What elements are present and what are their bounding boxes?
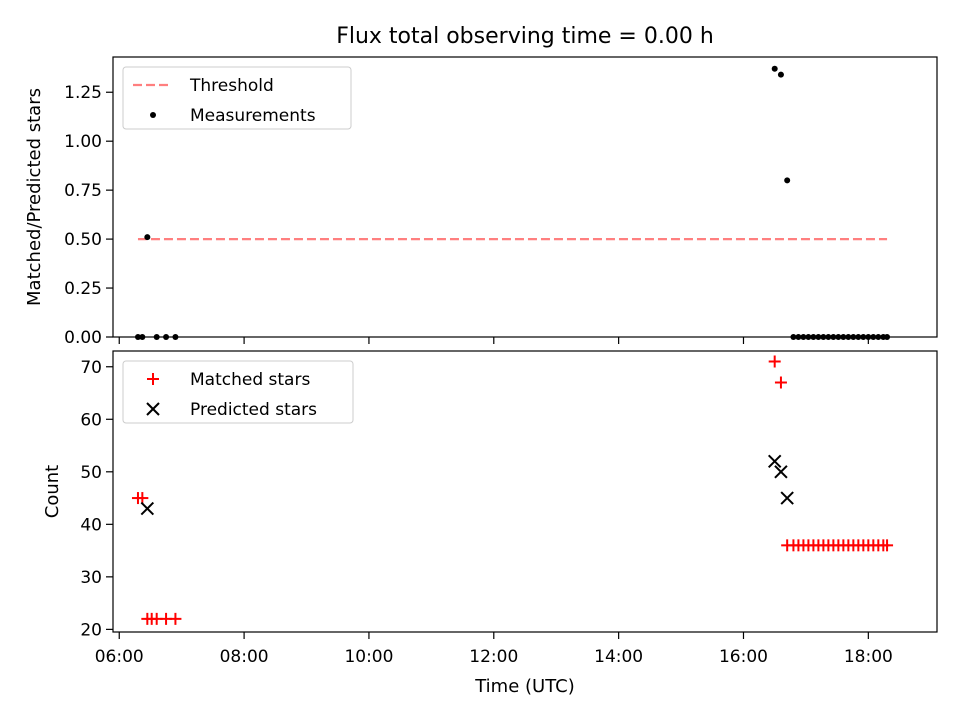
axes-frame [112, 56, 938, 338]
legend-frame [122, 66, 352, 130]
panel-bottom: 20 30 40 50 60 70 06:00 08:00 10:00 12:00 14:00 16:… [42, 350, 938, 697]
y-tick-label: 1.25 [64, 83, 102, 103]
legend-label: Threshold [189, 76, 274, 96]
panel-top: 0.00 0.25 0.50 0.75 1.00 1.25 Matched/Predicte… [24, 56, 938, 348]
legend-matched-swatch [147, 373, 159, 385]
predicted-star-point [140, 501, 155, 516]
y-tick-label: 50 [80, 463, 102, 483]
legend: Matched stars Predicted stars [122, 360, 354, 424]
predicted-star-stroke-b [767, 454, 782, 469]
matched-star-point [881, 539, 894, 552]
matched-star-point [774, 376, 787, 389]
x-tick-label: 18:00 [844, 647, 893, 667]
x-tick-label: 16:00 [719, 647, 768, 667]
predicted-star-point [767, 454, 782, 469]
legend-frame [122, 360, 354, 424]
y-tick-label: 70 [80, 358, 102, 378]
x-tick-label: 10:00 [344, 647, 393, 667]
y-tick-label: 0.50 [64, 230, 102, 250]
y-tick-label: 30 [80, 568, 102, 588]
y-tick-label: 0.00 [64, 328, 102, 348]
legend-measurement-swatch [150, 112, 156, 118]
y-tick-label: 40 [80, 515, 102, 535]
axes-frame [112, 350, 938, 633]
predicted-star-point [774, 465, 788, 479]
legend-predicted-swatch [146, 402, 160, 416]
y-tick-label: 60 [80, 410, 102, 430]
predicted-star-stroke-b [780, 491, 794, 505]
matched-star-point [768, 355, 781, 368]
x-axis-label: Time (UTC) [474, 676, 575, 697]
legend-predicted-stroke-b [146, 402, 160, 416]
measurement-point [777, 71, 784, 78]
y-tick-label: 1.00 [64, 132, 102, 152]
legend-label: Measurements [190, 106, 316, 126]
matched-star-point [169, 612, 182, 625]
measurement-point [771, 65, 778, 72]
legend: Threshold Measurements [122, 66, 352, 130]
x-tick-label: 14:00 [594, 647, 643, 667]
matched-star-point [136, 492, 149, 505]
measurement-point [144, 234, 151, 241]
predicted-star-point [780, 491, 794, 505]
y-tick-label: 0.25 [64, 279, 102, 299]
legend-label: Matched stars [190, 370, 310, 390]
x-tick-label: 08:00 [220, 647, 269, 667]
figure-title: Flux total observing time = 0.00 h [336, 24, 714, 49]
y-tick-label: 20 [80, 620, 102, 640]
y-axis-label: Count [42, 465, 63, 518]
predicted-star-stroke-b [774, 465, 788, 479]
legend-label: Predicted stars [190, 400, 317, 420]
x-tick-label: 06:00 [95, 647, 144, 667]
predicted-star-stroke-b [140, 501, 155, 516]
measurement-point [784, 177, 791, 184]
y-axis-label: Matched/Predicted stars [24, 88, 45, 306]
y-tick-label: 0.75 [64, 181, 102, 201]
x-tick-label: 12:00 [469, 647, 518, 667]
